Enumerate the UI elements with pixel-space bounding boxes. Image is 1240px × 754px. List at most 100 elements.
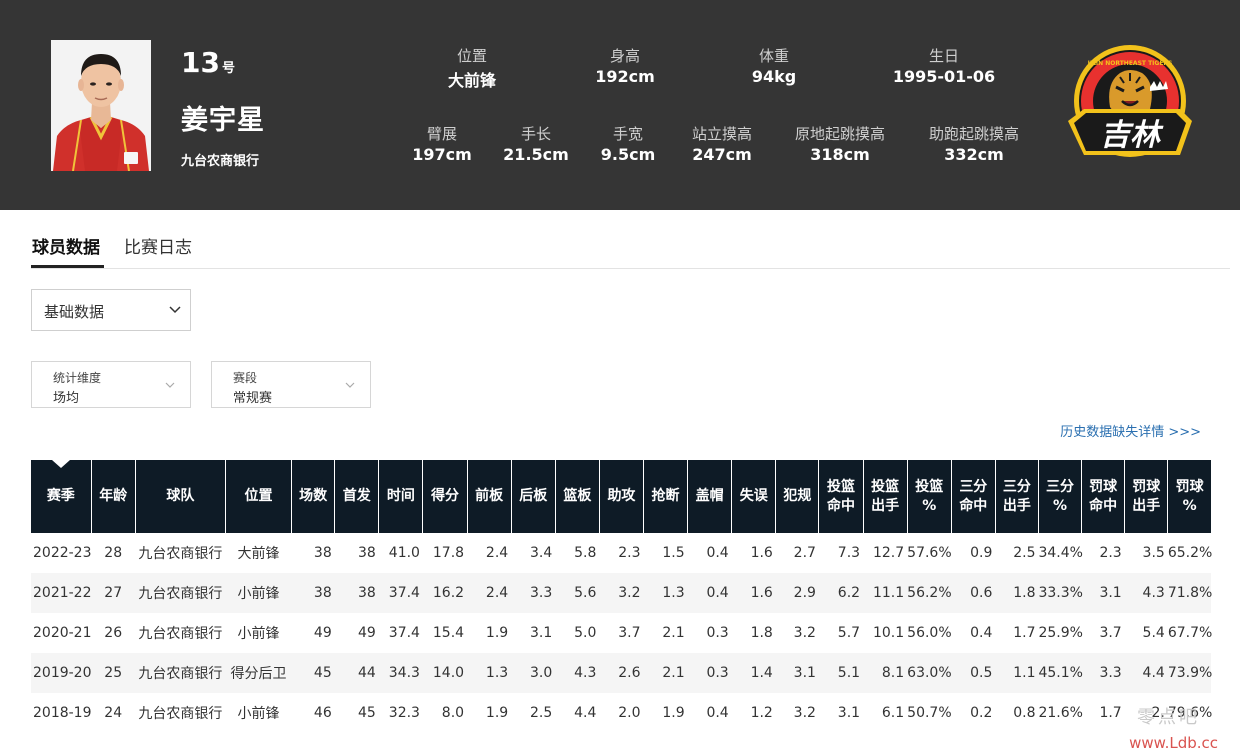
table-row: 2020-21 26 九台农商银行 小前锋 49 49 37.4 15.4 1.9 3.1 5.0 3…: [31, 613, 1213, 653]
column-header[interactable]: 三分%: [1038, 460, 1083, 533]
table-cell: 79.6%: [1167, 705, 1213, 721]
column-header[interactable]: 投篮%: [907, 460, 952, 533]
column-header[interactable]: 年龄: [91, 460, 136, 533]
column-header-label: 盖帽: [695, 488, 724, 504]
table-cell: 38: [291, 573, 335, 613]
attr-height: 身高 192cm: [550, 45, 700, 86]
column-header[interactable]: 场数: [291, 460, 336, 533]
column-header[interactable]: 助攻: [599, 460, 645, 533]
table-cell: 67.7%: [1167, 625, 1213, 641]
history-data-missing-link[interactable]: 历史数据缺失详情 >>>: [1060, 425, 1201, 440]
logo-text: 吉林: [1100, 118, 1164, 153]
stat-dimension-filter[interactable]: 统计维度 场均: [31, 361, 191, 408]
tab-game-log[interactable]: 比赛日志: [124, 238, 192, 258]
watermark-text: 零点吧: [1137, 707, 1200, 728]
table-cell: 1.6: [731, 573, 776, 613]
column-header-label: 投篮: [871, 478, 900, 495]
column-header[interactable]: 得分: [422, 460, 468, 533]
column-header[interactable]: 球队: [135, 460, 226, 533]
table-cell: 0.3: [706, 625, 729, 641]
site-watermark: 零点吧 www.Ldb.cc: [1118, 703, 1228, 753]
chevron-down-icon: [345, 382, 355, 388]
column-header-label: %: [922, 497, 937, 514]
table-cell: 3.3: [511, 573, 556, 613]
column-header-label: 抢断: [651, 488, 680, 504]
column-header[interactable]: 投篮 出手: [863, 460, 908, 533]
attr-label: 手宽: [612, 125, 643, 143]
table-cell: 65.2%: [1167, 545, 1213, 561]
table-cell: 5.1: [818, 653, 864, 693]
table-cell: 2019-20: [31, 653, 92, 693]
data-type-select[interactable]: 基础数据: [31, 289, 191, 331]
table-cell: 0.5: [951, 653, 996, 693]
attr-label: 体重: [758, 47, 789, 65]
column-header[interactable]: 篮板: [555, 460, 600, 533]
table-cell: 4.4: [1124, 653, 1168, 693]
column-header-label: 投篮: [826, 478, 855, 495]
column-header-label: 犯规: [783, 488, 812, 504]
column-header[interactable]: 前板: [467, 460, 512, 533]
table-cell: 2.9: [775, 573, 819, 613]
table-cell: 2020-21: [33, 625, 92, 641]
table-cell: 2.7: [793, 545, 816, 561]
table-cell: 25: [91, 653, 136, 693]
column-header[interactable]: 三分 出手: [995, 460, 1039, 533]
table-cell: 2.3: [1099, 545, 1122, 561]
column-header[interactable]: 罚球 出手: [1124, 460, 1169, 533]
attr-label: 身高: [609, 47, 640, 65]
column-header[interactable]: 罚球%: [1167, 460, 1211, 533]
table-cell: 4.4: [574, 705, 597, 721]
table-cell: 1.2: [750, 705, 773, 721]
column-header[interactable]: 犯规: [775, 460, 820, 533]
table-cell: 11.1: [863, 573, 908, 613]
season-phase-filter[interactable]: 赛段 常规赛: [211, 361, 371, 408]
column-header[interactable]: 罚球 命中: [1081, 460, 1126, 533]
column-header[interactable]: 首发: [334, 460, 380, 533]
column-header-label: 命中: [959, 497, 988, 514]
table-cell: 1.9: [485, 625, 509, 641]
table-cell: 28: [104, 545, 123, 561]
table-cell: 45: [291, 653, 335, 693]
table-cell: 3.7: [618, 625, 641, 641]
column-header[interactable]: 三分 命中: [951, 460, 996, 533]
column-header[interactable]: 时间: [378, 460, 424, 533]
column-header[interactable]: 后板: [511, 460, 556, 533]
table-cell: 3.1: [837, 705, 861, 721]
table-cell: 25.9%: [1038, 625, 1083, 641]
column-header[interactable]: 位置: [225, 460, 293, 533]
table-cell: 3.5: [1142, 545, 1165, 561]
table-cell: 2.5: [530, 705, 553, 721]
attr-value: 9.5cm: [600, 145, 656, 164]
attr-standing-vertical-reach: 原地起跳摸高 318cm: [765, 123, 915, 164]
table-cell: 50.7%: [907, 705, 952, 721]
table-cell: 49: [358, 625, 376, 641]
tab-player-stats[interactable]: 球员数据: [32, 238, 100, 258]
column-header[interactable]: 抢断: [643, 460, 689, 533]
attr-running-vertical-reach: 助跑起跳摸高 332cm: [899, 123, 1049, 164]
attr-position: 位置 大前锋: [397, 45, 547, 91]
attr-label: 原地起跳摸高: [794, 125, 885, 143]
column-header-label: 球队: [166, 488, 195, 504]
column-header[interactable]: 赛季: [31, 460, 92, 533]
player-name: 姜宇星: [181, 105, 265, 136]
table-cell: 5.0: [574, 625, 597, 641]
table-cell: 0.4: [706, 705, 729, 721]
table-cell: 33.3%: [1038, 573, 1083, 613]
table-cell: 3.2: [599, 573, 644, 613]
filter-value: 常规赛: [233, 391, 273, 406]
watermark-url: www.Ldb.cc: [1129, 734, 1218, 752]
table-cell: 3.1: [1081, 573, 1125, 613]
column-header[interactable]: 盖帽: [687, 460, 733, 533]
table-cell: 37.4: [388, 625, 420, 641]
team-logo: 吉林 JILIN NORTHEAST TIGERS: [1064, 43, 1196, 167]
column-header[interactable]: 失误: [731, 460, 777, 533]
attr-hand-length: 手长 21.5cm: [461, 123, 611, 164]
table-cell: 0.2: [970, 705, 993, 721]
table-cell: 3.4: [530, 545, 553, 561]
table-cell: 15.4: [432, 625, 465, 641]
column-header[interactable]: 投篮 命中: [818, 460, 864, 533]
column-header-label: 时间: [386, 488, 415, 504]
table-cell: 1.6: [750, 545, 773, 561]
table-cell: 57.6%: [907, 545, 952, 561]
attr-label: 站立摸高: [691, 125, 752, 143]
